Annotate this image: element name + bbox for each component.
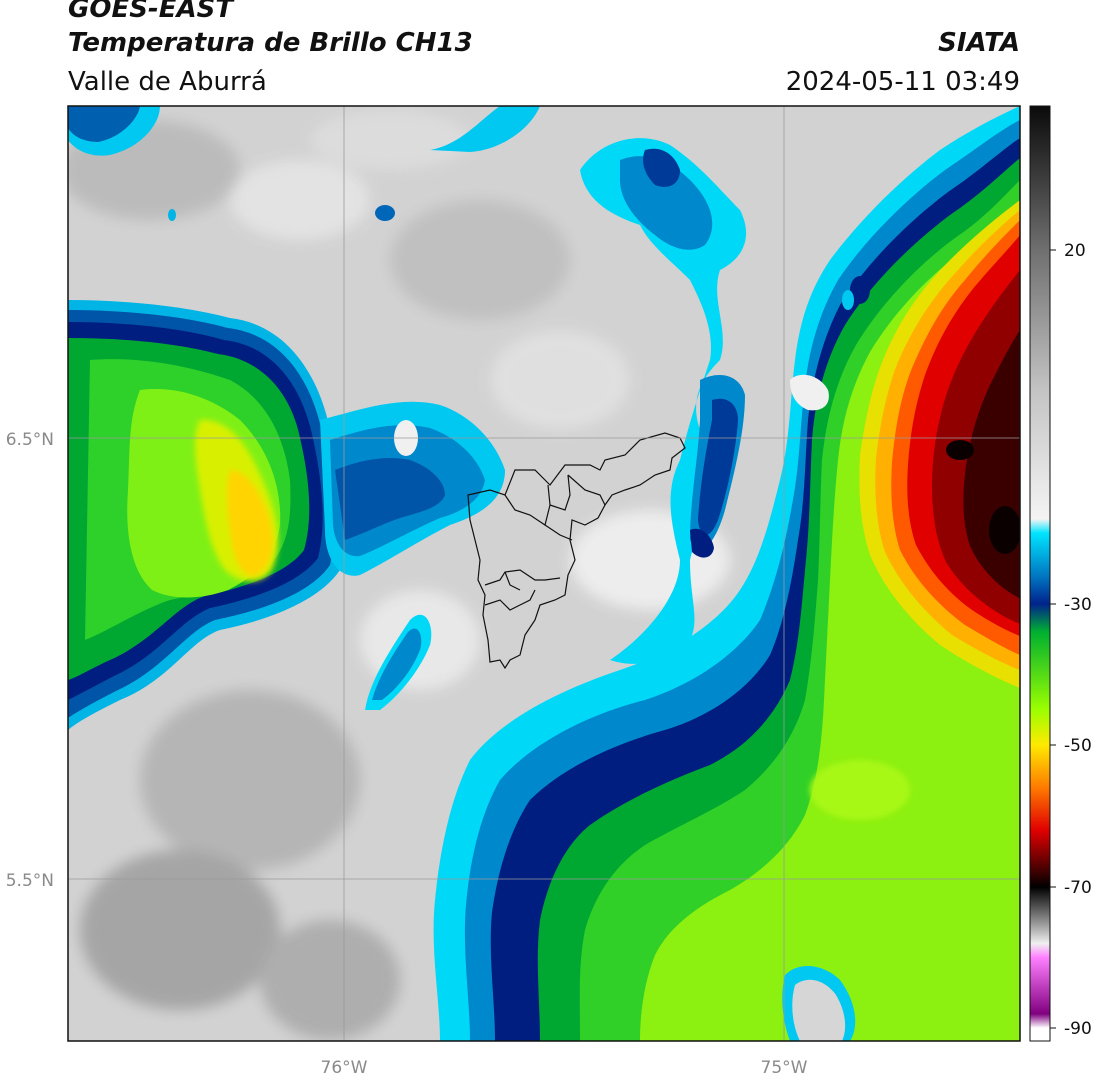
colorbar-tick-label: -70 [1064,878,1092,898]
lon-label-75w: 75°W [761,1058,808,1078]
product-title: Temperatura de Brillo CH13 [68,28,473,58]
lat-label-5-5: 5.5°N [6,871,54,891]
organization-label: SIATA [938,28,1020,58]
map-frame [67,105,1021,1042]
valle-aburra-boundary [467,432,686,670]
colorbar-scale [1029,105,1051,1042]
colorbar-tick-label: -30 [1064,595,1092,615]
lat-label-6-5: 6.5°N [6,430,54,450]
colorbar-ticks: 20 -30 -50 -70 -90 [1050,241,1092,1039]
colorbar-tick-label: -90 [1064,1019,1092,1039]
timestamp-label: 2024-05-11 03:49 [785,67,1020,97]
map-gridlines [68,106,1020,1041]
colorbar: 20 -30 -50 -70 -90 [1029,105,1092,1042]
colorbar-tick-label: 20 [1064,241,1086,261]
satellite-title: GOES-EAST [68,0,234,24]
region-label: Valle de Aburrá [68,67,267,97]
brightness-temperature-field [68,106,1020,1041]
colorbar-tick-label: -50 [1064,736,1092,756]
lon-label-76w: 76°W [321,1058,368,1078]
